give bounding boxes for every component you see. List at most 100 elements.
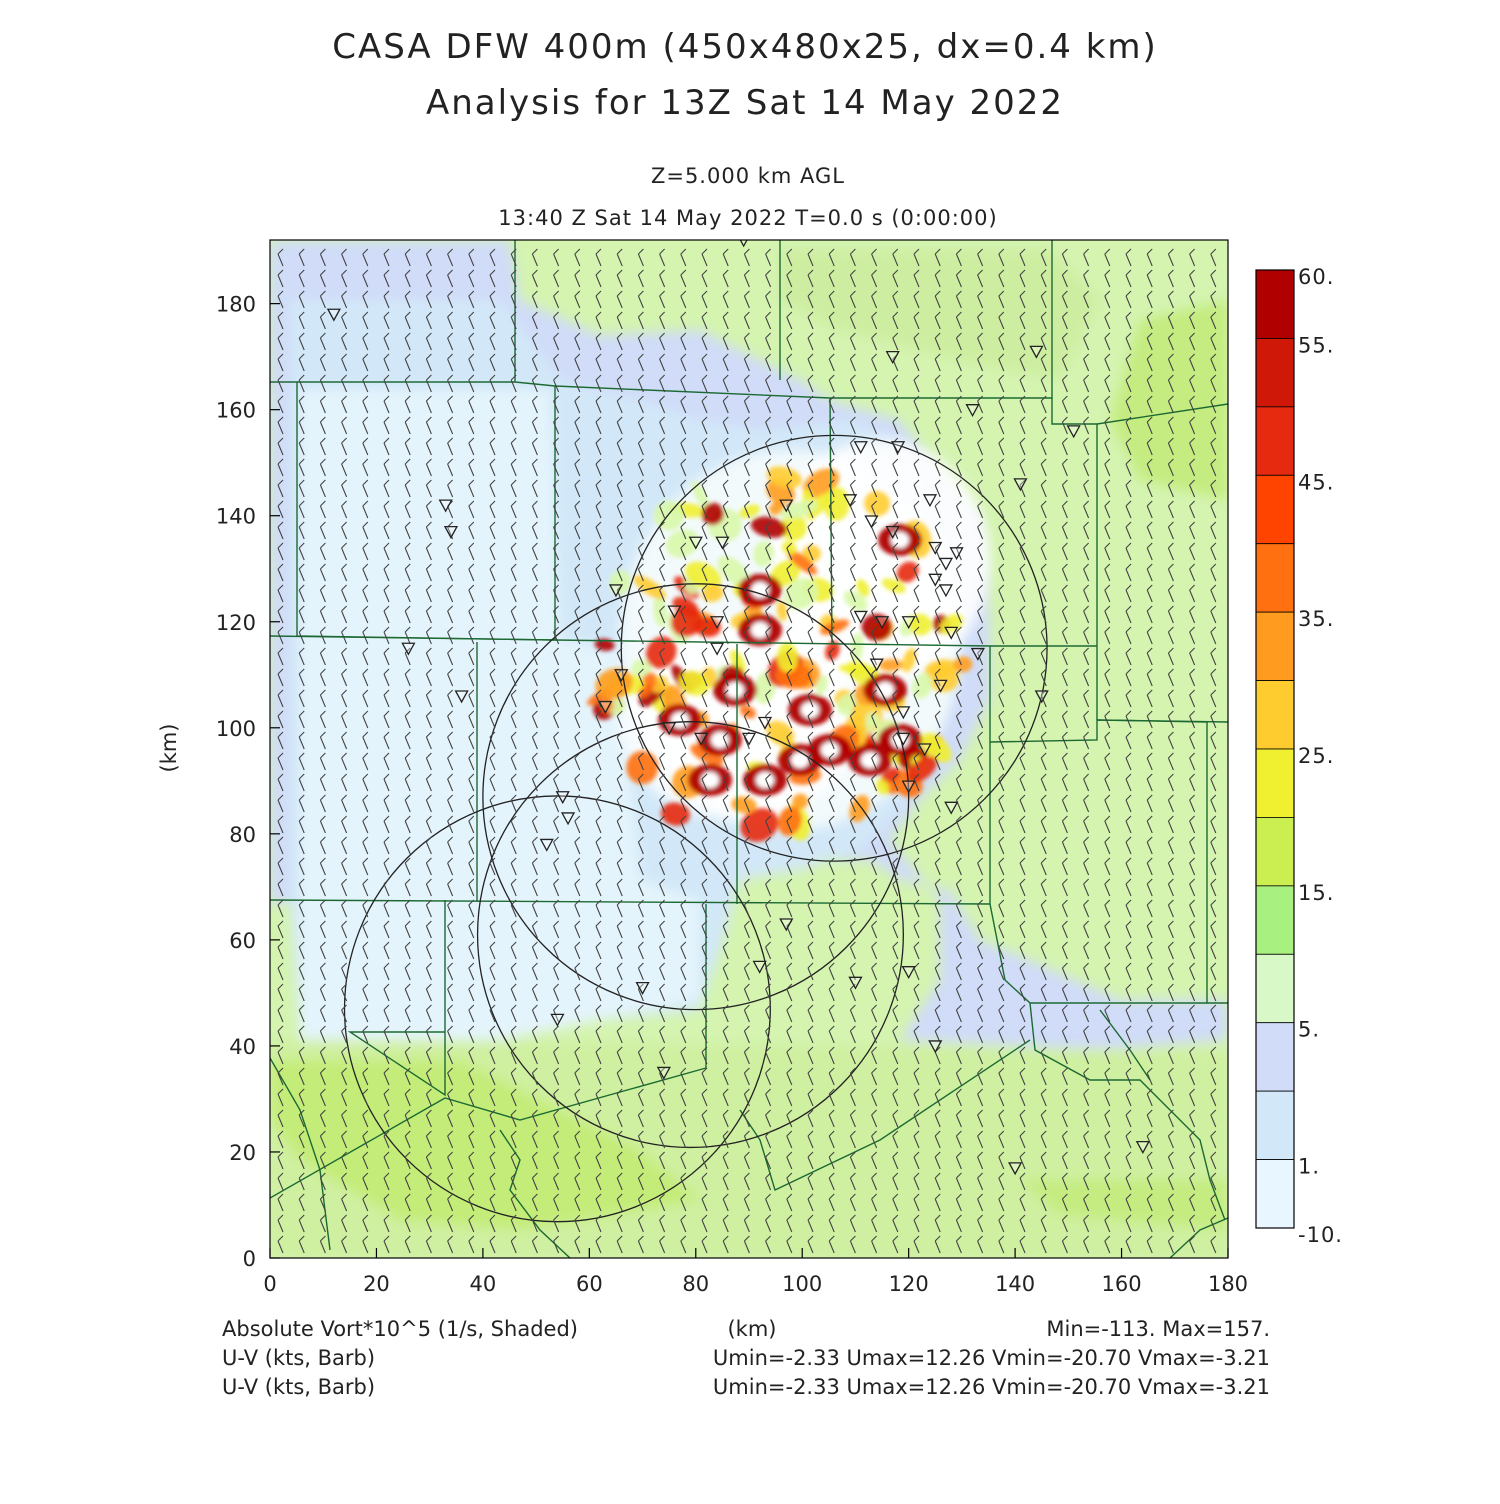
station-marker [560, 812, 576, 826]
station-marker [869, 658, 884, 672]
wind-barb [1189, 983, 1196, 1002]
wind-barb [383, 794, 390, 813]
wind-barb [977, 752, 984, 771]
wind-barb [977, 248, 984, 267]
wind-barb [595, 1151, 602, 1170]
wind-barb [489, 857, 496, 876]
wind-barb [913, 374, 920, 393]
wind-barb [998, 332, 1005, 351]
wind-barb [341, 395, 348, 414]
wind-barb [1167, 1214, 1174, 1233]
wind-barb [298, 983, 305, 1002]
wind-barb [1125, 752, 1132, 771]
wind-barb [743, 1235, 750, 1254]
wind-barb [786, 1004, 793, 1023]
wind-barb [468, 983, 475, 1002]
wind-barb [1167, 1004, 1174, 1023]
wind-barb [637, 1067, 644, 1086]
wind-barb [828, 1109, 835, 1128]
x-tick-label: 160 [1102, 1272, 1142, 1296]
wind-barb [531, 542, 538, 561]
wind-barb [701, 962, 708, 981]
station-marker [938, 557, 954, 571]
wind-barb [531, 416, 538, 435]
wind-barb [616, 395, 623, 414]
wind-barb [977, 1046, 984, 1065]
wind-barb [680, 1235, 687, 1254]
wind-barb [934, 710, 941, 729]
station-marker [443, 525, 459, 539]
wind-barb [659, 332, 666, 351]
wind-barb [1019, 332, 1026, 351]
wind-barb [871, 689, 878, 708]
wind-barb [574, 962, 581, 981]
wind-barb [701, 1025, 708, 1044]
wind-barb [849, 1172, 856, 1191]
wind-barb [404, 1193, 411, 1212]
wind-barb [871, 1004, 878, 1023]
wind-barb [447, 1151, 454, 1170]
wind-barb [1040, 374, 1047, 393]
wind-barb [277, 794, 284, 813]
wind-barb [1019, 794, 1026, 813]
wind-barb [425, 815, 432, 834]
wind-barb [277, 563, 284, 582]
wind-barb [765, 1004, 772, 1023]
wind-barb [786, 395, 793, 414]
wind-barb [1167, 332, 1174, 351]
wind-barb [1040, 1109, 1047, 1128]
wind-barb [277, 1130, 284, 1149]
wind-barb [1040, 1151, 1047, 1170]
wind-barb [1146, 983, 1153, 1002]
wind-barb [531, 458, 538, 477]
wind-barb [955, 353, 962, 372]
wind-barb [277, 1088, 284, 1107]
wind-barb [807, 521, 814, 540]
wind-barb [447, 689, 454, 708]
wind-barb [1189, 1004, 1196, 1023]
wind-barb [871, 962, 878, 981]
wind-barb [277, 626, 284, 645]
wind-barb [595, 290, 602, 309]
wind-barb [849, 437, 856, 456]
wind-barb [468, 1046, 475, 1065]
wind-barb [828, 290, 835, 309]
wind-barb [362, 731, 369, 750]
wind-barb [998, 962, 1005, 981]
wind-barb [659, 878, 666, 897]
wind-barb [1061, 1172, 1068, 1191]
footer-field1: Absolute Vort*10^5 (1/s, Shaded) [222, 1317, 578, 1341]
wind-barb [616, 1193, 623, 1212]
wind-barb [489, 731, 496, 750]
wind-barb [468, 1235, 475, 1254]
wind-barb [998, 899, 1005, 918]
wind-barb [595, 752, 602, 771]
wind-barb [383, 584, 390, 603]
wind-barb [807, 1067, 814, 1086]
wind-barb [1146, 857, 1153, 876]
wind-barb [489, 899, 496, 918]
wind-barb [849, 1046, 856, 1065]
wind-barb [828, 1088, 835, 1107]
wind-barb [531, 647, 538, 666]
wind-barb [807, 689, 814, 708]
wind-barb [637, 668, 644, 687]
wind-barb [1061, 794, 1068, 813]
y-tick-label: 40 [229, 1035, 256, 1059]
wind-barb [977, 1004, 984, 1023]
wind-barb [680, 710, 687, 729]
wind-barb [404, 374, 411, 393]
wind-barb [722, 542, 729, 561]
wind-barb [404, 458, 411, 477]
wind-barb [277, 857, 284, 876]
wind-barb [701, 857, 708, 876]
wind-barb [934, 500, 941, 519]
wind-barb [828, 416, 835, 435]
wind-barb [765, 500, 772, 519]
wind-barb [553, 1130, 560, 1149]
wind-barb [934, 584, 941, 603]
wind-barb [701, 1046, 708, 1065]
wind-barb [701, 500, 708, 519]
wind-barb [913, 731, 920, 750]
wind-barb [743, 1004, 750, 1023]
